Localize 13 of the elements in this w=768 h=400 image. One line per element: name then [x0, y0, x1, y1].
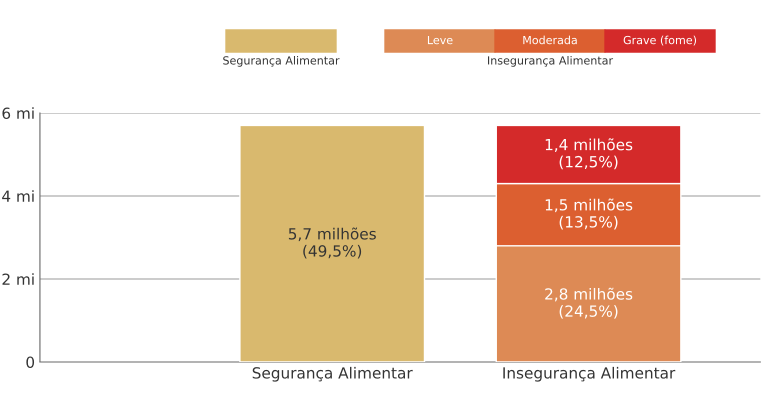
data-label: 5,7 milhões (49,5%)	[288, 228, 376, 259]
text: Leve	[428, 36, 453, 44]
y-tick-label: 2 mi	[2, 273, 34, 285]
y-tick-label: 6 mi	[2, 107, 34, 120]
data-label: 1,5 milhões (13,5%)	[546, 198, 632, 230]
y-tick-label: 0	[26, 356, 34, 368]
data-label: 2,8 milhões (24,5%)	[545, 288, 632, 319]
y-tick-label: 4 mi	[2, 190, 34, 202]
text: Moderada	[523, 36, 577, 44]
series-label: Segurança Alimentar	[252, 366, 413, 382]
text: Grave (fome)	[624, 36, 696, 46]
data-label: 1,4 milhões (12,5%)	[546, 138, 632, 170]
legend-title: Insegurança Alimentar	[503, 366, 676, 382]
